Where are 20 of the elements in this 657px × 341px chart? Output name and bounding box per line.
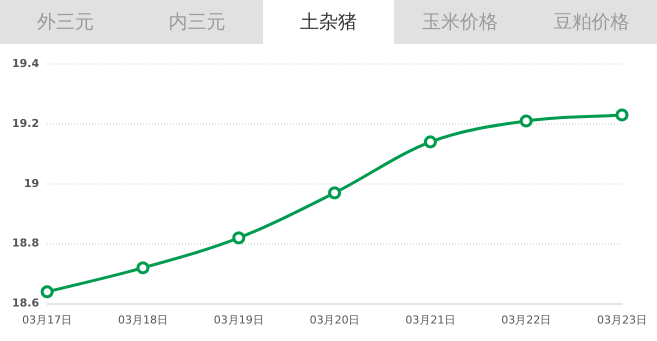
- x-tick-label: 03月18日: [118, 313, 168, 326]
- x-tick-label: 03月21日: [405, 313, 456, 326]
- point: [424, 135, 437, 148]
- x-tick-label: 03月19日: [214, 313, 264, 326]
- point: [616, 108, 629, 122]
- point: [520, 114, 533, 128]
- x-tick-label: 03月17日: [22, 313, 72, 326]
- y-tick-label: 18.6: [12, 296, 40, 310]
- x-tick-label: 03月20日: [310, 313, 360, 326]
- tab: 土杂猪: [262, 0, 394, 44]
- point: [40, 285, 54, 298]
- y-tick-label: 19.4: [12, 56, 40, 70]
- y-tick-label: 18.8: [12, 236, 40, 250]
- x-tick-label: 03月22日: [501, 313, 552, 326]
- x-tick-label: 03月23日: [597, 313, 648, 326]
- y-tick-label: 19.2: [12, 116, 40, 130]
- point: [136, 261, 150, 274]
- point: [232, 231, 246, 244]
- point: [328, 186, 342, 200]
- y-tick-label: 19: [24, 176, 40, 190]
